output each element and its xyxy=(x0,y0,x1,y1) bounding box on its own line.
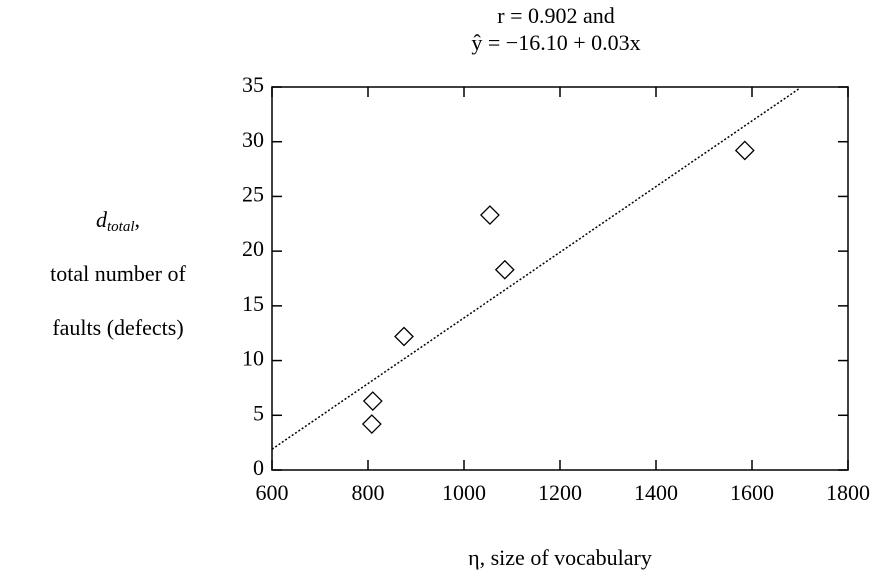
x-tick-label: 1000 xyxy=(442,480,486,505)
y-tick-label: 10 xyxy=(242,346,264,371)
y-axis-subscript: total xyxy=(107,219,135,235)
plot-frame xyxy=(271,86,849,471)
y-tick-label: 5 xyxy=(253,400,264,425)
point xyxy=(480,205,500,225)
y-tick-label: 30 xyxy=(242,127,264,152)
fit-line xyxy=(271,87,801,450)
y-axis-label: total number of xyxy=(50,261,186,286)
x-tick-label: 800 xyxy=(352,480,385,505)
x-tick-label: 1800 xyxy=(826,480,870,505)
x-tick-label: 1400 xyxy=(634,480,678,505)
point xyxy=(394,326,414,347)
y-tick-label: 0 xyxy=(253,455,264,480)
y-axis-label: dtotal, xyxy=(96,207,140,235)
chart-title: r = 0.902 and xyxy=(497,3,615,28)
point xyxy=(361,414,382,434)
point xyxy=(494,259,515,280)
x-tick-label: 1200 xyxy=(538,480,582,505)
y-tick-label: 35 xyxy=(242,72,264,97)
x-tick-label: 600 xyxy=(256,480,289,505)
x-tick-label: 1600 xyxy=(730,480,774,505)
y-axis-suffix: , xyxy=(135,207,141,232)
y-tick-label: 25 xyxy=(242,181,264,206)
chart-title: ŷ = −16.10 + 0.03x xyxy=(471,30,640,55)
point xyxy=(734,140,755,161)
y-tick-label: 20 xyxy=(242,236,264,261)
y-axis-label: faults (defects) xyxy=(52,315,183,340)
point xyxy=(362,391,383,411)
y-tick-label: 15 xyxy=(242,291,264,316)
x-axis-label: η, size of vocabulary xyxy=(468,545,652,570)
y-axis-symbol: d xyxy=(96,207,108,232)
